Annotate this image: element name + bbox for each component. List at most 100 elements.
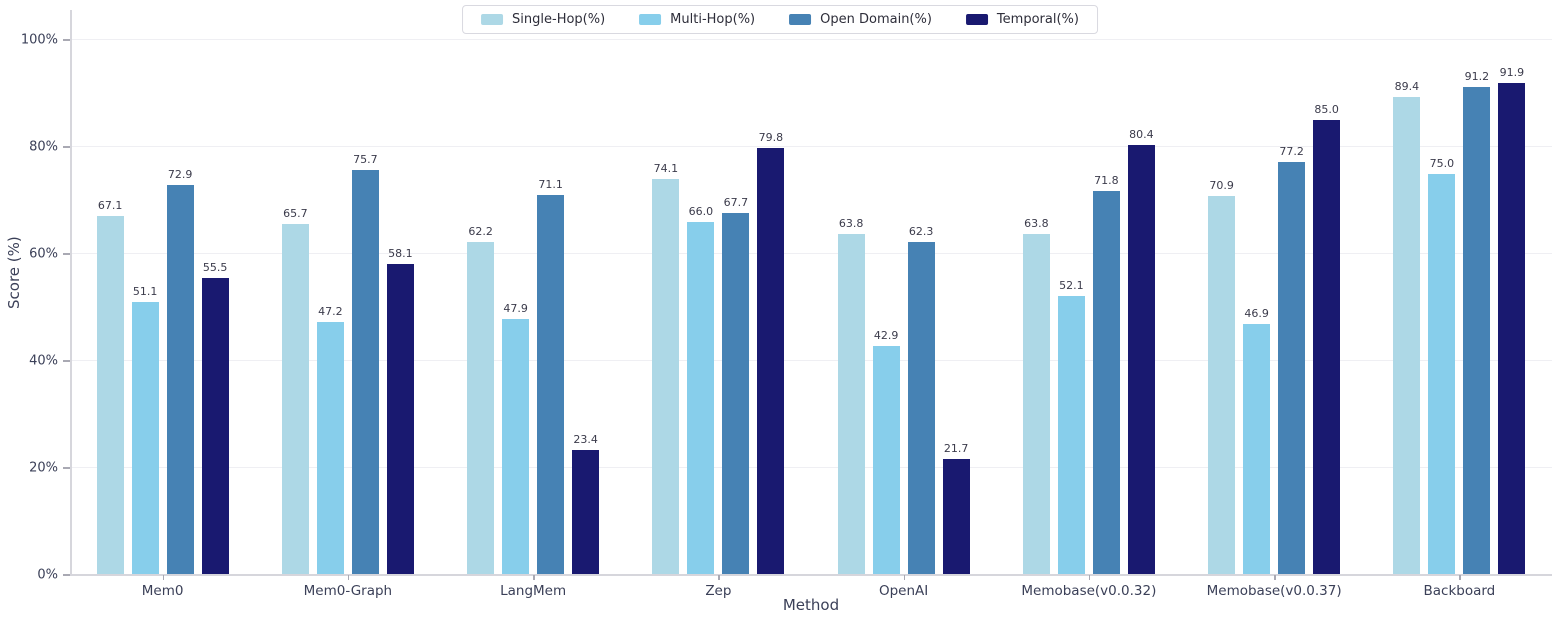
bar-temporal-mem0 [201,278,229,575]
bar-slot-multi-hop: 42.9 [872,40,900,575]
bar-value-label: 55.5 [202,261,228,275]
bar-group-zep: 74.1 66.0 67.7 79.8 [652,40,785,575]
bar-group-openai: 63.8 42.9 62.3 21.7 [837,40,970,575]
bar-value-label: 77.2 [1279,144,1304,158]
bar-value-label: 75.7 [353,153,378,167]
bar-value-label: 65.7 [283,206,308,220]
bar-multi-hop-backboard [1428,173,1456,575]
bar-value-label: 70.9 [1209,178,1234,192]
bar-value-label: 42.9 [873,328,899,342]
bar-slot-temporal: 91.9 [1498,40,1526,575]
bar-slot-open-domain: 75.7 [351,40,379,575]
bar-value-label: 47.2 [318,305,343,319]
bar-single-hop-backboard [1393,96,1421,575]
plot-area: 0% 20% 40% 60% 80% 100% 67.1 51.1 72.9 55.5 65.7 4… [21,10,1552,583]
bar-value-label: 62.3 [908,224,934,238]
bar-group-langmem: 62.2 47.9 71.1 23.4 [467,40,600,575]
bar-slot-open-domain: 91.2 [1463,40,1491,575]
bar-value-label: 23.4 [573,432,598,446]
legend-item-open-domain: Open Domain(%) [789,12,932,27]
bar-slot-single-hop: 67.1 [96,40,124,575]
bar-open-domain-memobase-v0-0-37 [1278,161,1306,575]
legend-item-single-hop: Single-Hop(%) [481,12,605,27]
x-tick-label-backboard: Backboard [1367,575,1552,599]
bar-slot-multi-hop: 47.2 [316,40,344,575]
bar-value-label: 71.8 [1094,173,1119,187]
bar-value-label: 89.4 [1394,79,1420,93]
legend-item-multi-hop: Multi-Hop(%) [639,12,755,27]
bar-value-label: 63.8 [1024,216,1049,230]
bar-multi-hop-memobase-v0-0-37 [1243,324,1271,575]
legend-label: Temporal(%) [996,12,1079,27]
x-axis-title: Method [782,596,840,614]
bar-slot-single-hop: 62.2 [467,40,495,575]
bar-slot-temporal: 21.7 [942,40,970,575]
bar-groups: 67.1 51.1 72.9 55.5 65.7 47.2 75.7 58.1 62.2 47.9… [70,40,1552,575]
bar-value-label: 66.0 [688,204,714,218]
bar-single-hop-mem0 [96,216,124,575]
y-axis-title: Score (%) [5,236,23,309]
bar-temporal-langmem [572,449,600,575]
bar-value-label: 67.1 [97,199,123,213]
y-tick-label: 40% [29,353,58,369]
legend-label: Single-Hop(%) [512,12,606,27]
legend-swatch-multi-hop [639,14,662,25]
bar-multi-hop-mem0-graph [316,322,344,575]
bar-slot-open-domain: 77.2 [1278,40,1306,575]
bar-slot-open-domain: 71.8 [1092,40,1120,575]
x-tick-label-openai: OpenAI [811,575,996,599]
bar-slot-open-domain: 67.7 [722,40,750,575]
gridline-40 [71,360,1552,361]
bar-value-label: 85.0 [1314,103,1339,117]
legend-swatch-single-hop [481,14,504,25]
bar-value-label: 21.7 [943,441,969,455]
bar-slot-open-domain: 71.1 [537,40,565,575]
gridline-80 [71,146,1552,147]
bar-open-domain-memobase-v0-0-32 [1092,190,1120,575]
bar-slot-multi-hop: 47.9 [502,40,530,575]
legend-label: Multi-Hop(%) [670,12,756,27]
bar-group-mem0-graph: 65.7 47.2 75.7 58.1 [281,40,414,575]
bar-temporal-mem0-graph [386,264,414,575]
bar-value-label: 58.1 [388,247,413,261]
bar-slot-open-domain: 62.3 [907,40,935,575]
bar-slot-single-hop: 74.1 [652,40,680,575]
bar-group-memobase-v0-0-32: 63.8 52.1 71.8 80.4 [1022,40,1155,575]
x-tick-label-memobase-v0-0-37: Memobase(v0.0.37) [1182,575,1367,599]
bar-value-label: 63.8 [838,216,864,230]
bar-single-hop-openai [837,233,865,575]
bar-slot-temporal: 58.1 [386,40,414,575]
bar-multi-hop-langmem [502,318,530,575]
bar-slot-multi-hop: 46.9 [1243,40,1271,575]
legend-item-temporal: Temporal(%) [965,12,1079,27]
gridline-100 [71,39,1552,40]
x-tick-label-zep: Zep [626,575,811,599]
bar-temporal-zep [757,148,785,575]
bar-group-mem0: 67.1 51.1 72.9 55.5 [96,40,229,575]
bar-multi-hop-memobase-v0-0-32 [1057,296,1085,575]
bar-single-hop-mem0-graph [281,223,309,575]
bar-value-label: 52.1 [1059,279,1084,293]
gridline-60 [71,253,1552,254]
bar-value-label: 79.8 [758,131,784,145]
x-tick-label-memobase-v0-0-32: Memobase(v0.0.32) [996,575,1181,599]
y-tick-label: 60% [29,246,58,262]
bar-temporal-openai [942,458,970,575]
bar-value-label: 71.1 [538,177,563,191]
bar-open-domain-mem0-graph [351,170,379,575]
bar-slot-multi-hop: 52.1 [1057,40,1085,575]
y-tick-mark [63,253,70,255]
bar-slot-temporal: 79.8 [757,40,785,575]
bar-value-label: 75.0 [1429,156,1455,170]
bar-slot-temporal: 80.4 [1127,40,1155,575]
bar-value-label: 91.9 [1499,66,1525,80]
bar-temporal-memobase-v0-0-32 [1127,144,1155,575]
bar-group-backboard: 89.4 75.0 91.2 91.9 [1393,40,1526,575]
bar-slot-multi-hop: 51.1 [131,40,159,575]
chart-legend: Single-Hop(%) Multi-Hop(%) Open Domain(%) T… [462,5,1098,34]
bar-value-label: 74.1 [653,161,679,175]
bar-group-memobase-v0-0-37: 70.9 46.9 77.2 85.0 [1208,40,1341,575]
y-tick-label: 100% [20,32,58,48]
bar-slot-open-domain: 72.9 [166,40,194,575]
